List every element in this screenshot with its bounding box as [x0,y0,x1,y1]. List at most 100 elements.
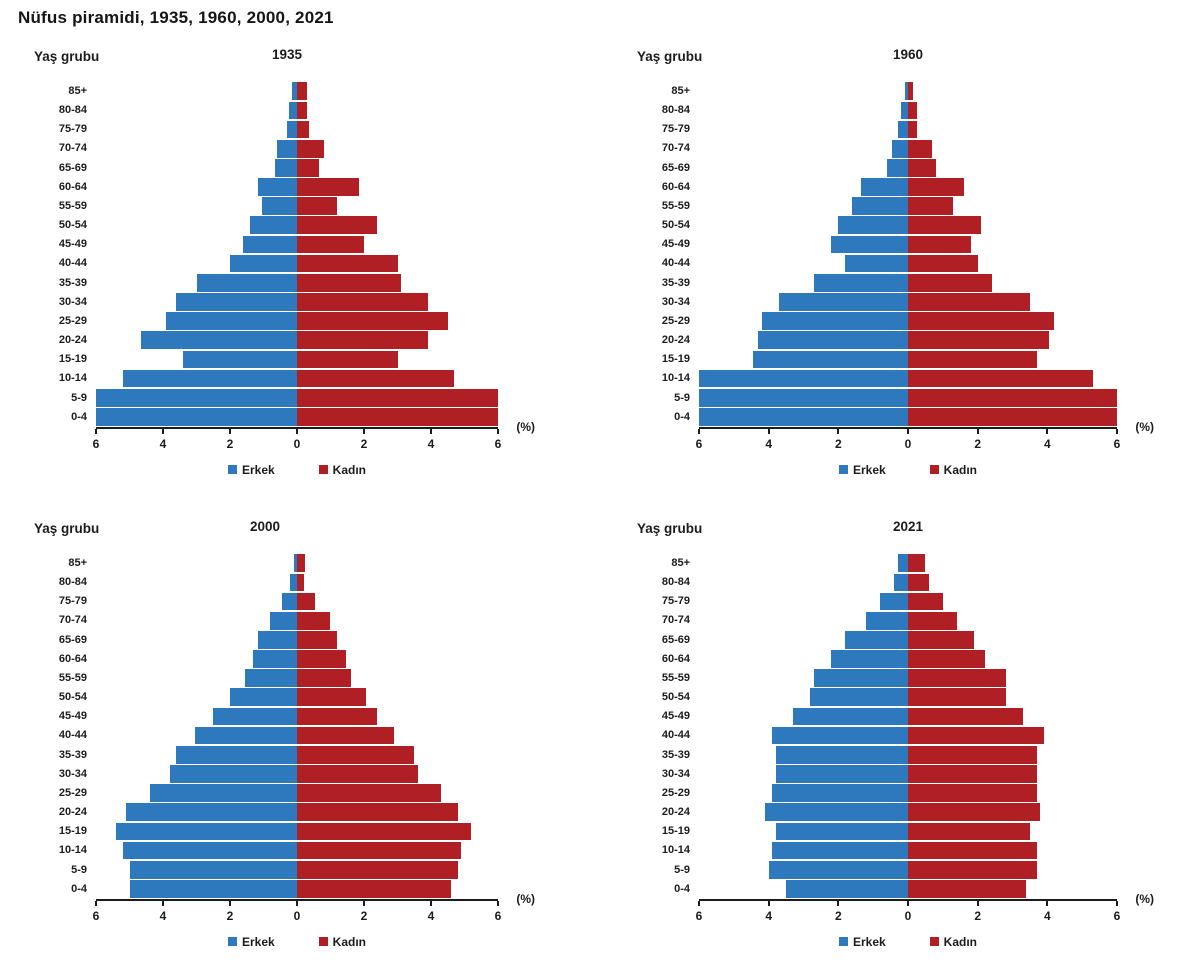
pyramid-row-15-19: 15-19 [28,822,498,841]
bar-female-5-9 [297,860,458,879]
pyramid-row-60-64: 60-64 [631,650,1117,669]
age-group-label: 65-69 [661,161,690,174]
age-group-label: 20-24 [661,806,690,819]
legend-swatch-icon [929,937,939,947]
percent-unit-label: (%) [1135,891,1154,906]
axis-tick [296,428,298,434]
bar-area [699,860,1117,880]
bar-area [699,235,1117,254]
pyramid-row-30-34: 30-34 [631,293,1117,312]
bar-male-65-69 [275,159,297,177]
bar-male-60-64 [831,650,908,668]
bar-male-30-34 [779,293,908,311]
bar-female-30-34 [297,765,418,783]
pyramid-row-25-29: 25-29 [631,784,1117,803]
bar-female-50-54 [297,216,378,235]
bar-female-85+ [297,82,308,101]
pyramid-row-0-4: 0-4 [28,408,498,427]
age-group-label: 50-54 [58,691,87,704]
y-axis-title: Yaş grubu [637,49,703,64]
bar-area [699,120,1117,139]
age-group-label: 40-44 [58,729,87,742]
bar-male-75-79 [286,120,297,139]
pyramid-row-85+: 85+ [631,554,1117,573]
bar-male-25-29 [761,312,908,330]
x-axis: (%) 6 4 2 0 2 4 6 [92,420,535,459]
pyramid-row-75-79: 75-79 [28,592,498,611]
legend-item-erkek: Erkek [227,463,275,477]
bar-area [699,331,1117,350]
bar-area [96,216,498,235]
x-axis: (%) 6 4 2 0 2 4 6 [696,892,1154,931]
bar-male-0-4 [786,880,908,898]
chart-title: 2021 [892,519,924,534]
bar-female-85+ [908,82,914,101]
bar-female-80-84 [908,101,917,120]
chart-1960: Yaş grubu 1960 85+ 80-84 75-79 70-74 65-69 60… [631,45,1154,477]
bar-female-55-59 [908,197,954,215]
bar-area [96,350,498,369]
bar-male-60-64 [258,178,297,196]
age-group-label: 60-64 [58,180,87,193]
pyramid-row-30-34: 30-34 [631,765,1117,784]
bar-female-60-64 [297,650,346,668]
bar-female-10-14 [908,841,1037,860]
pyramid-row-60-64: 60-64 [631,178,1117,197]
axis-tick [837,428,840,434]
axis-tick-label: 6 [1113,436,1121,451]
legend-swatch-icon [227,937,237,947]
bar-area [699,369,1117,388]
bar-male-20-24 [765,803,908,822]
axis-tick-label: 2 [360,908,368,923]
pyramid-row-50-54: 50-54 [631,688,1117,707]
legend: Erkek Kadın [699,463,1117,477]
bar-male-75-79 [880,592,908,611]
axis-tick-label: 2 [834,908,842,923]
bar-female-35-39 [297,745,415,764]
bar-male-15-19 [183,350,297,369]
bar-female-0-4 [908,408,1117,426]
bar-area [699,293,1117,312]
axis-tick [95,428,97,434]
axis-tick-label: 0 [904,436,912,451]
age-group-label: 5-9 [674,863,690,876]
bar-female-35-39 [908,745,1037,764]
pyramid-row-25-29: 25-29 [631,312,1117,331]
bar-area [699,841,1117,860]
legend-label: Kadın [332,462,367,477]
bar-female-70-74 [297,139,324,158]
pyramid-row-40-44: 40-44 [28,254,498,273]
bar-female-40-44 [297,254,398,273]
bar-female-80-84 [297,573,304,592]
axis-tick [497,900,499,906]
axis-tick-label: 4 [1043,436,1051,451]
axis-tick [161,900,164,906]
age-group-label: 30-34 [661,767,690,780]
age-group-label: 40-44 [661,257,690,270]
bar-area [699,159,1117,178]
pyramid-row-45-49: 45-49 [631,235,1117,254]
legend-swatch-icon [838,937,848,947]
bar-male-35-39 [196,273,297,292]
bar-female-65-69 [908,159,936,177]
axis-tick-label: 6 [92,436,100,451]
chart-title: 1960 [892,47,924,62]
axis-tick-label: 2 [226,436,234,451]
bar-female-80-84 [908,573,929,592]
pyramid-row-10-14: 10-14 [631,841,1117,860]
pyramid-row-10-14: 10-14 [631,369,1117,388]
pyramid-row-70-74: 70-74 [28,611,498,630]
bar-female-65-69 [297,159,319,177]
pyramid-row-35-39: 35-39 [28,273,498,293]
bar-female-80-84 [297,101,308,120]
axis-tick [228,428,231,434]
bar-female-45-49 [297,235,364,254]
x-axis: (%) 6 4 2 0 2 4 6 [696,420,1154,459]
bar-female-30-34 [908,765,1037,783]
bar-female-70-74 [908,139,933,158]
bar-female-30-34 [908,293,1030,311]
bar-area [96,554,498,573]
page-title: Nüfus piramidi, 1935, 1960, 2000, 2021 [18,8,334,27]
bar-male-85+ [293,554,297,573]
pyramid-row-30-34: 30-34 [28,765,498,784]
